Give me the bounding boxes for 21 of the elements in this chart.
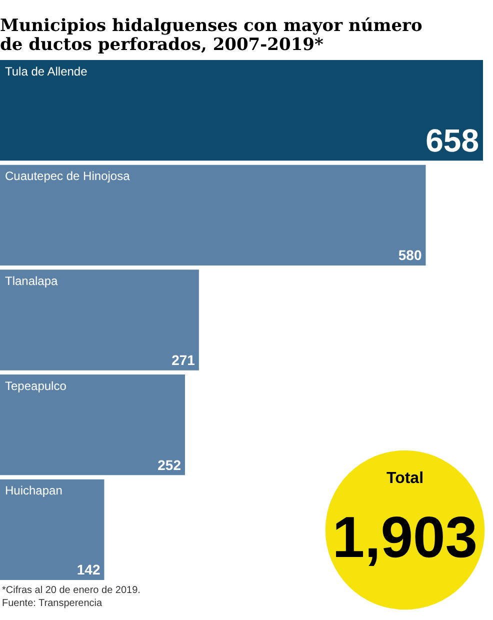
y-tick-label: Huichapan <box>5 484 62 498</box>
data-label: 580 <box>398 247 422 264</box>
text: de ductos perforados, 2007-2019* <box>0 35 324 55</box>
y-tick-label: Tula de Allende <box>5 64 88 78</box>
data-label: 142 <box>76 562 100 578</box>
data-label: 271 <box>172 352 196 368</box>
annotation: Total <box>386 470 424 487</box>
bar <box>0 270 199 370</box>
text: Municipios hidalguenses con mayor número <box>0 16 422 36</box>
bar <box>0 479 104 580</box>
bar <box>0 164 426 266</box>
data-label: 252 <box>158 456 182 473</box>
annotation: *Cifras al 20 de enero de 2019. <box>2 585 140 596</box>
y-tick-label: Cuautepec de Hinojosa <box>5 169 130 184</box>
annotation: 1,903 <box>332 505 478 570</box>
data-label: 658 <box>426 122 479 158</box>
y-tick-label: Tlanalapa <box>5 274 58 288</box>
bar <box>0 60 483 161</box>
annotation: Fuente: Transperencia <box>2 598 102 609</box>
y-tick-label: Tepeapulco <box>5 378 67 393</box>
bar <box>0 374 185 476</box>
